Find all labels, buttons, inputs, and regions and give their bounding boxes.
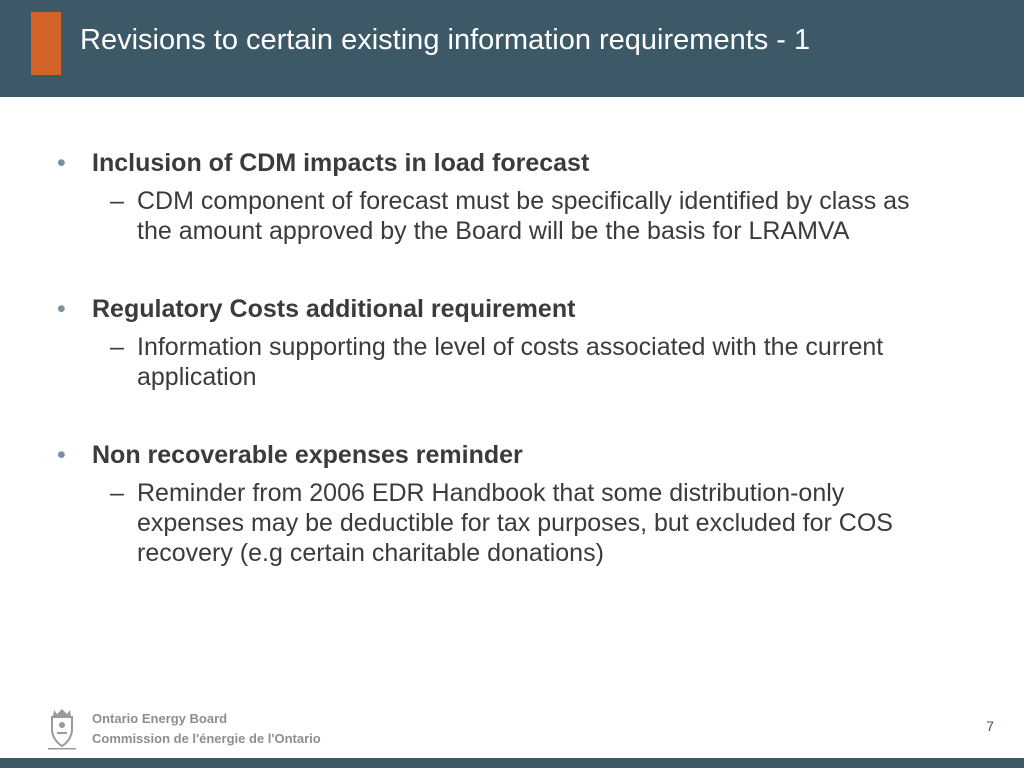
bullet-icon: • [57, 295, 66, 323]
sub-item-text: CDM component of forecast must be specif… [137, 187, 910, 245]
bottom-bar [0, 758, 1024, 768]
sub-item: – CDM component of forecast must be spec… [110, 186, 967, 246]
bullet-icon: • [57, 149, 66, 177]
sub-item: – Information supporting the level of co… [110, 332, 967, 392]
footer-org-name-fr: Commission de l'énergie de l'Ontario [92, 731, 321, 746]
page-title: Revisions to certain existing informatio… [80, 24, 811, 56]
bullet-group: • Non recoverable expenses reminder – Re… [57, 440, 967, 568]
bullet-row: • Non recoverable expenses reminder [57, 440, 967, 470]
bullet-icon: • [57, 441, 66, 469]
bullet-row: • Regulatory Costs additional requiremen… [57, 294, 967, 324]
sub-item-text: Reminder from 2006 EDR Handbook that som… [137, 479, 893, 567]
slide-footer: Ontario Energy Board Commission de l'éne… [0, 706, 1024, 758]
footer-org-name-en: Ontario Energy Board [92, 711, 228, 726]
dash-icon: – [110, 333, 124, 361]
bullet-heading: Inclusion of CDM impacts in load forecas… [92, 149, 590, 177]
ontario-crest-icon [44, 708, 80, 750]
footer-org-block: Ontario Energy Board Commission de l'éne… [92, 709, 321, 749]
bullet-heading: Regulatory Costs additional requirement [92, 295, 576, 323]
sub-item: – Reminder from 2006 EDR Handbook that s… [110, 478, 967, 568]
dash-icon: – [110, 479, 124, 507]
bullet-row: • Inclusion of CDM impacts in load forec… [57, 148, 967, 178]
dash-icon: – [110, 187, 124, 215]
bullet-group: • Regulatory Costs additional requiremen… [57, 294, 967, 392]
bullet-list: • Inclusion of CDM impacts in load forec… [57, 148, 967, 616]
bullet-heading: Non recoverable expenses reminder [92, 441, 523, 469]
accent-bar [31, 12, 61, 75]
bullet-group: • Inclusion of CDM impacts in load forec… [57, 148, 967, 246]
slide-header: Revisions to certain existing informatio… [0, 0, 1024, 97]
page-number: 7 [986, 718, 994, 734]
sub-item-text: Information supporting the level of cost… [137, 333, 884, 391]
